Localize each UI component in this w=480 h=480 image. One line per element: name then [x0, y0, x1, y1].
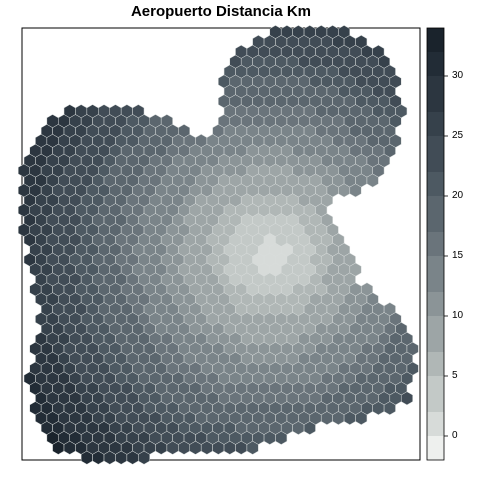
legend-color-bin [427, 232, 444, 256]
legend-color-bin [427, 28, 444, 52]
legend-color-bin [427, 256, 444, 292]
legend-color-bin [427, 316, 444, 352]
legend-color-bin [427, 376, 444, 412]
color-legend [427, 28, 448, 460]
legend-color-bin [427, 352, 444, 376]
legend-color-bin [427, 292, 444, 316]
legend-color-bin [427, 112, 444, 136]
legend-color-bin [427, 412, 444, 436]
legend-color-bin [427, 436, 444, 460]
legend-color-bin [427, 76, 444, 112]
legend-color-bin [427, 52, 444, 76]
legend-color-bin [427, 196, 444, 232]
legend-color-bin [427, 172, 444, 196]
legend-color-bin [427, 136, 444, 172]
